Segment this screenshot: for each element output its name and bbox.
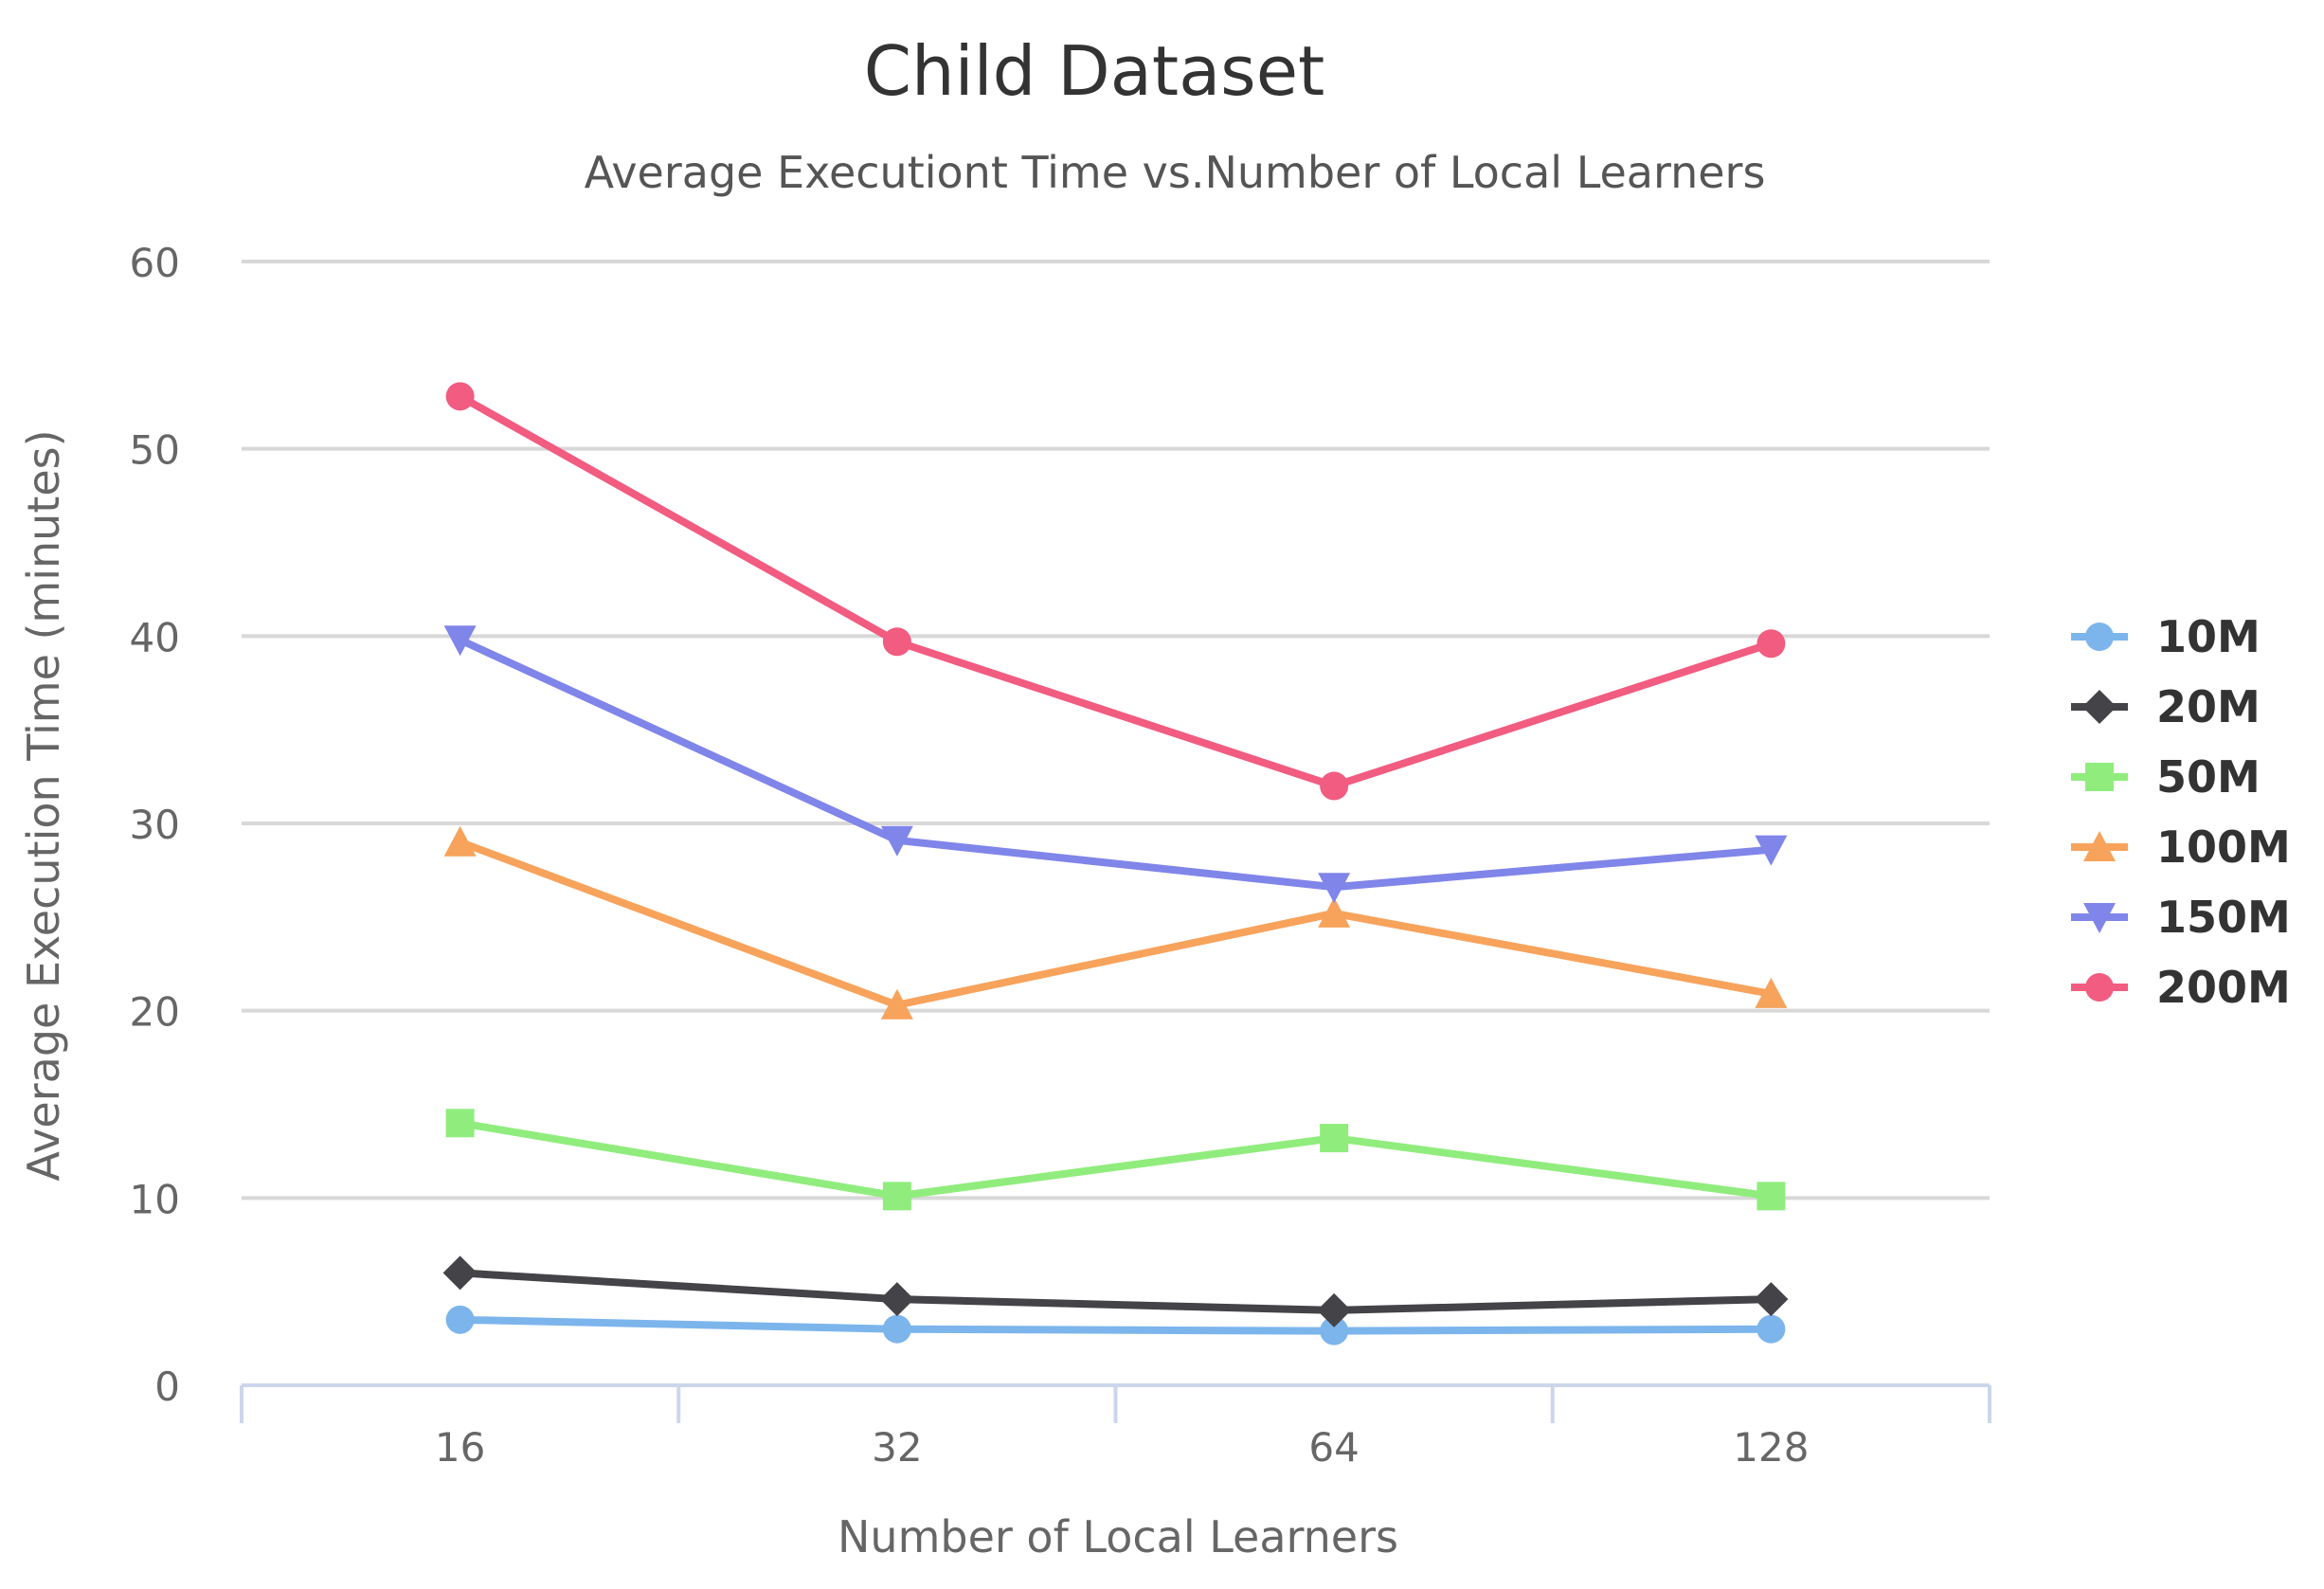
data-point-150M[interactable] [1755, 835, 1788, 866]
x-axis-title: Number of Local Learners [838, 1511, 1398, 1562]
data-point-20M[interactable] [1317, 1292, 1352, 1327]
series-150M [443, 625, 1788, 904]
legend-label: 50M [2156, 751, 2261, 803]
data-point-200M[interactable] [445, 382, 475, 411]
legend-label: 200M [2156, 962, 2291, 1013]
legend-label: 10M [2156, 611, 2261, 662]
data-point-10M[interactable] [445, 1305, 475, 1334]
legend-item-50M[interactable]: 50M [2071, 751, 2261, 803]
data-point-50M[interactable] [882, 1182, 911, 1211]
data-point-100M[interactable] [1318, 896, 1351, 928]
series-line-10M[interactable] [456, 1315, 1775, 1335]
y-axis-tick-labels: 0 10 20 30 40 50 60 [130, 240, 180, 1410]
series-200M [445, 382, 1786, 801]
x-tick-label: 32 [872, 1424, 922, 1471]
chart-title: Child Dataset [864, 31, 1324, 111]
legend-marker[interactable] [2085, 763, 2114, 791]
x-axis-tick-labels: 16 32 64 128 [435, 1424, 1810, 1471]
legend-marker[interactable] [2085, 973, 2114, 1002]
series-line-100M[interactable] [456, 838, 1775, 1009]
y-tick-label: 30 [130, 802, 180, 848]
legend-label: 100M [2156, 822, 2291, 873]
x-tick-label: 16 [435, 1424, 485, 1471]
data-point-50M[interactable] [445, 1109, 475, 1138]
y-tick-label: 60 [130, 240, 180, 286]
data-point-200M[interactable] [1320, 771, 1349, 801]
legend-marker[interactable] [2083, 831, 2116, 861]
data-point-20M[interactable] [1754, 1282, 1789, 1317]
y-axis-title: Average Execution Time (minutes) [18, 429, 69, 1181]
legend-item-150M[interactable]: 150M [2071, 892, 2291, 943]
data-point-50M[interactable] [1757, 1182, 1786, 1211]
y-tick-label: 0 [154, 1363, 180, 1410]
legend-label: 150M [2156, 892, 2291, 943]
data-point-200M[interactable] [1757, 629, 1786, 659]
data-point-10M[interactable] [1320, 1316, 1349, 1345]
y-tick-label: 40 [130, 614, 180, 660]
y-tick-label: 50 [130, 427, 180, 474]
series-line-20M[interactable] [456, 1269, 1775, 1314]
y-tick-label: 20 [130, 989, 180, 1036]
legend-marker[interactable] [2085, 623, 2114, 651]
data-point-10M[interactable] [882, 1314, 911, 1344]
series-100M [443, 825, 1788, 1020]
series-line-150M[interactable] [456, 636, 1775, 892]
series-10M [445, 1305, 1786, 1345]
y-tick-label: 10 [130, 1176, 180, 1222]
data-point-150M[interactable] [443, 625, 477, 657]
series-line-50M[interactable] [456, 1119, 1775, 1201]
data-point-100M[interactable] [880, 988, 913, 1020]
series-20M [442, 1255, 1789, 1327]
legend: 10M 20M 50M 100M 150M 200M [2071, 611, 2291, 1013]
chart-subtitle: Average Executiont Time vs.Number of Loc… [585, 147, 1766, 198]
grid-layer [242, 260, 1990, 1201]
legend-item-100M[interactable]: 100M [2071, 822, 2291, 873]
legend-item-20M[interactable]: 20M [2071, 681, 2261, 732]
data-point-150M[interactable] [1318, 873, 1351, 904]
legend-label: 20M [2156, 681, 2261, 732]
series-layer [442, 382, 1789, 1345]
legend-marker[interactable] [2082, 690, 2117, 724]
x-tick-label: 128 [1733, 1424, 1809, 1471]
series-line-200M[interactable] [456, 392, 1775, 790]
legend-item-10M[interactable]: 10M [2071, 611, 2261, 662]
x-axis [240, 1383, 1991, 1423]
data-point-150M[interactable] [880, 825, 913, 857]
data-point-100M[interactable] [443, 825, 477, 857]
data-point-20M[interactable] [879, 1282, 914, 1317]
x-tick-label: 64 [1308, 1424, 1359, 1471]
data-point-10M[interactable] [1757, 1314, 1786, 1344]
data-point-50M[interactable] [1320, 1124, 1349, 1153]
data-point-20M[interactable] [442, 1255, 477, 1291]
legend-item-200M[interactable]: 200M [2071, 962, 2291, 1013]
legend-marker[interactable] [2083, 903, 2116, 933]
data-point-200M[interactable] [882, 627, 911, 657]
series-50M [445, 1109, 1786, 1211]
data-point-100M[interactable] [1755, 977, 1788, 1008]
